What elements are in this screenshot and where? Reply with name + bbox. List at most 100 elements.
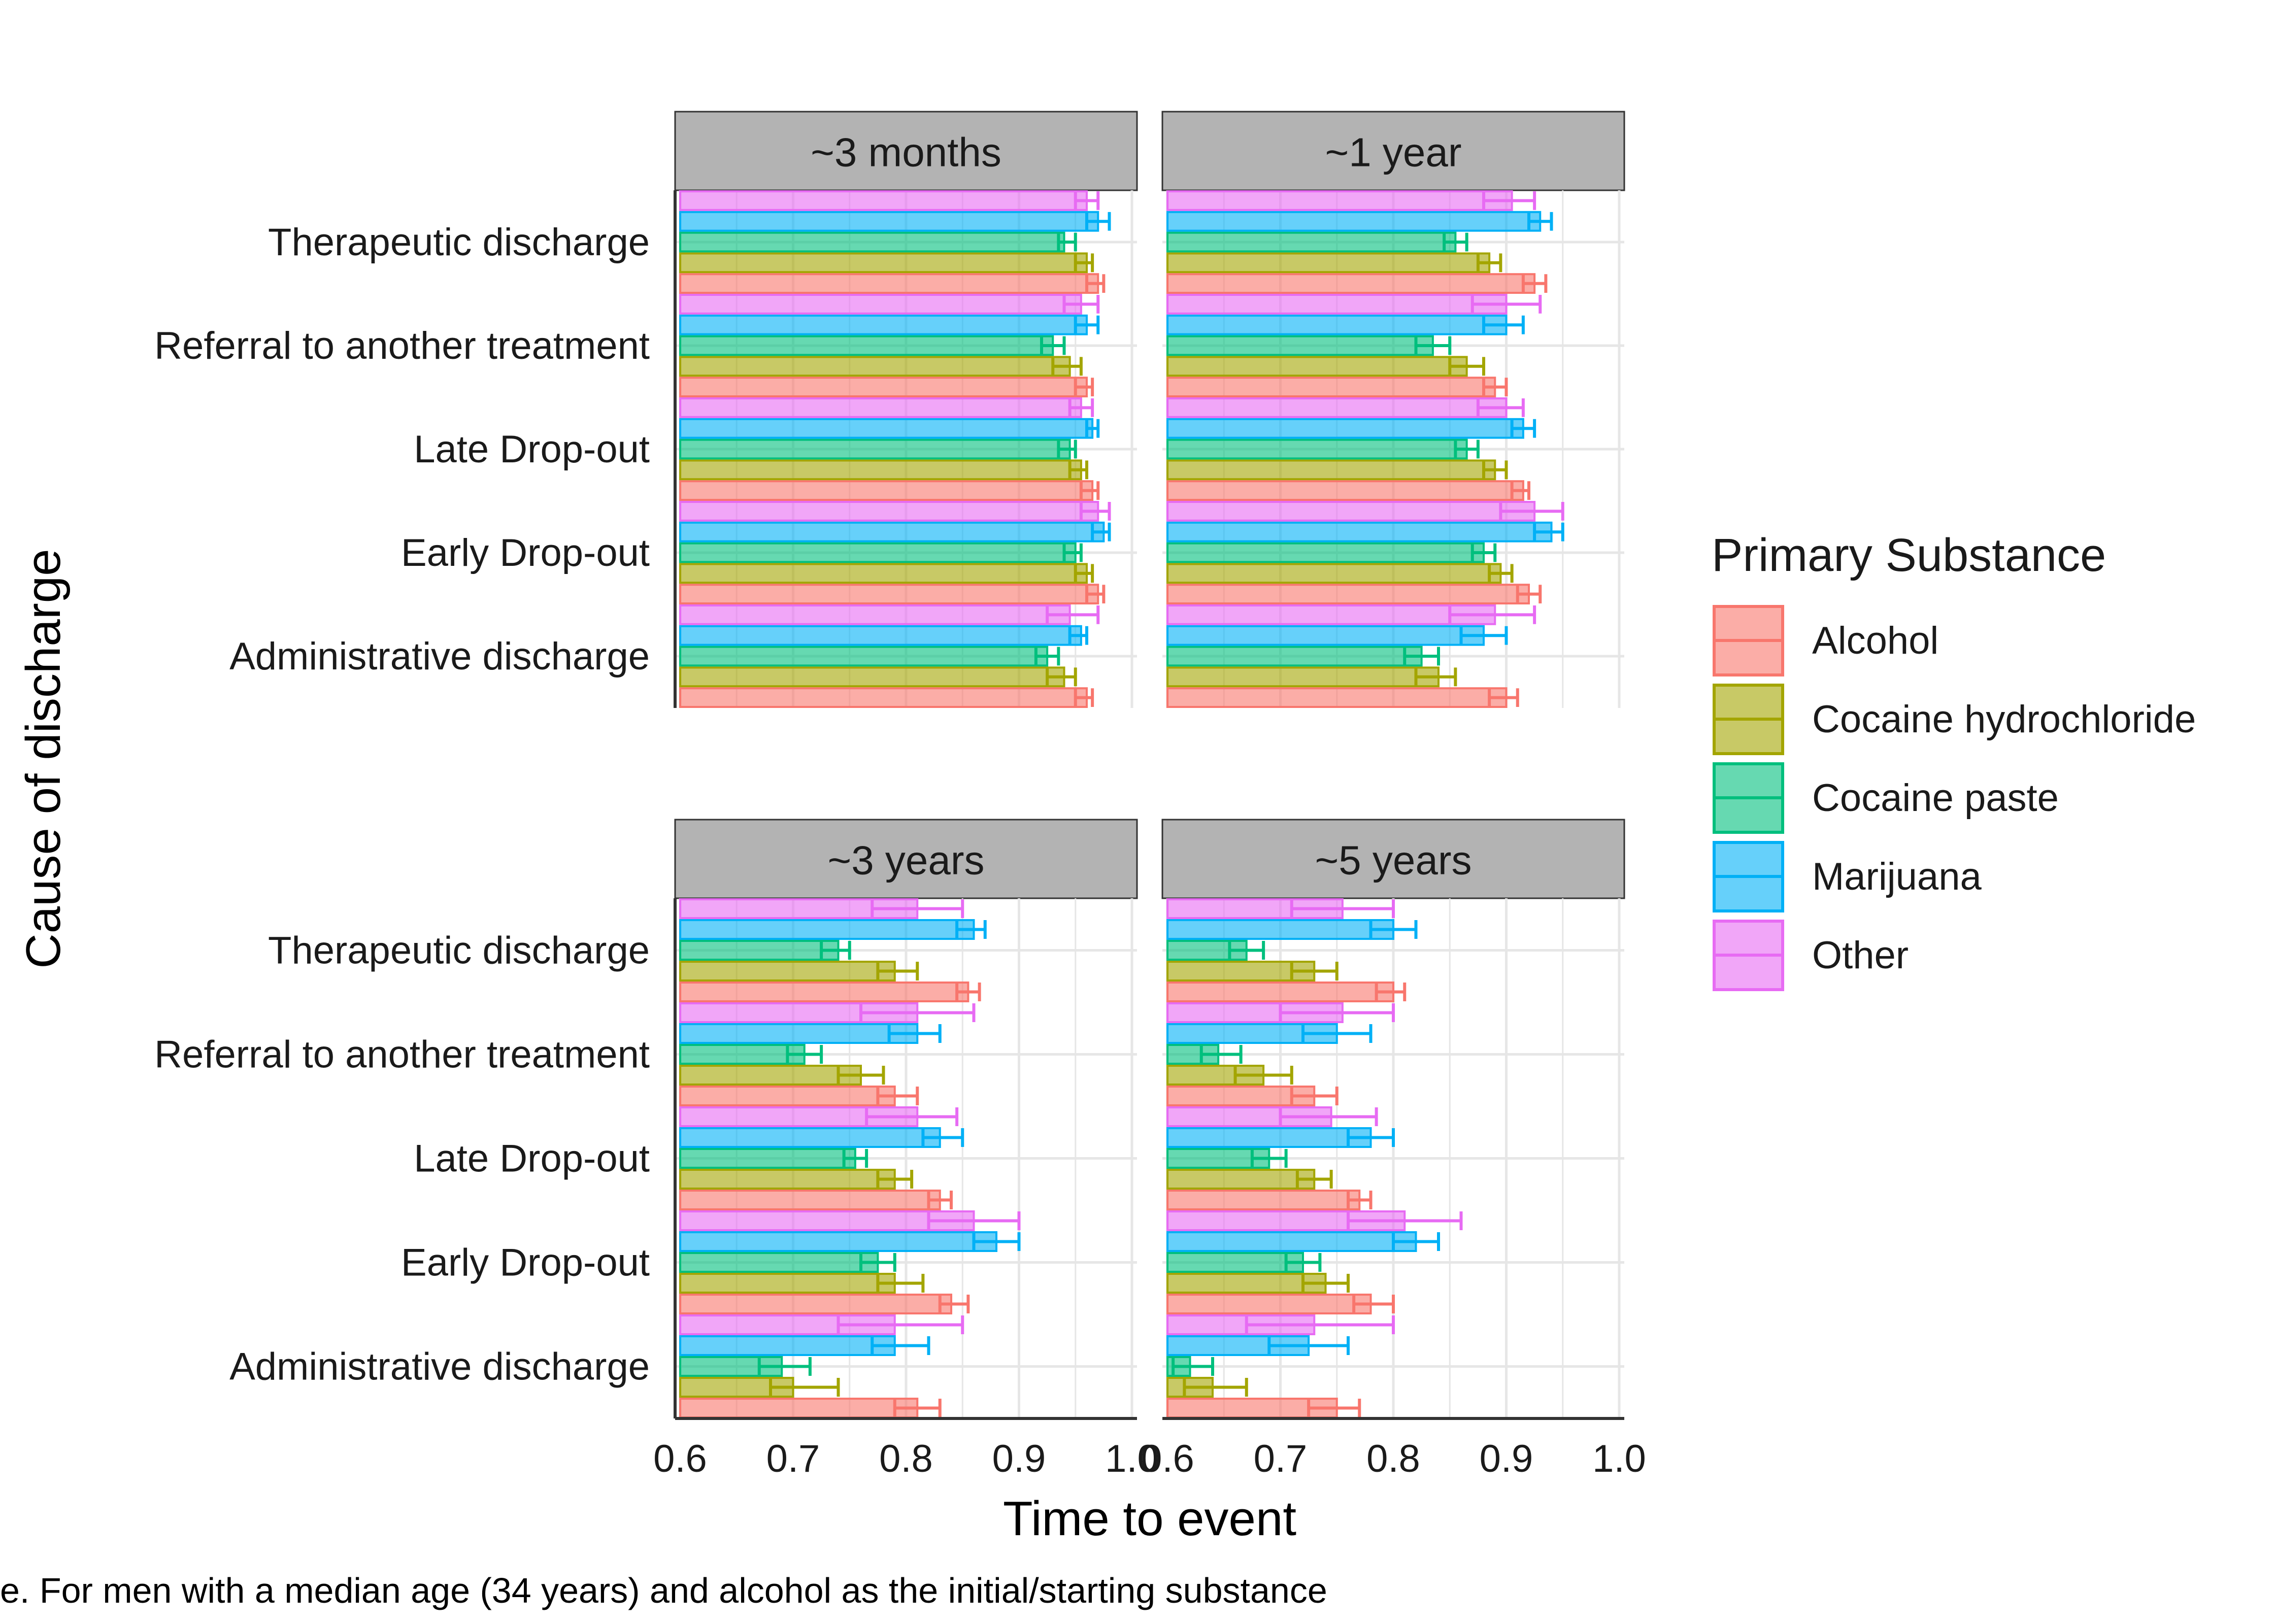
bar xyxy=(679,687,1088,708)
bar xyxy=(1166,666,1440,688)
bar xyxy=(679,666,1065,688)
bar xyxy=(1166,335,1434,356)
bar xyxy=(1166,1231,1417,1252)
bar xyxy=(679,521,1105,543)
bar xyxy=(679,1086,896,1106)
facet-panel: ~1 year xyxy=(1161,111,1625,708)
bar xyxy=(1166,625,1485,646)
bar xyxy=(679,211,1099,232)
bar xyxy=(1166,1252,1304,1273)
bar xyxy=(1166,314,1508,335)
bar xyxy=(1166,919,1394,940)
bar xyxy=(1166,252,1491,274)
legend-label: Cocaine paste xyxy=(1812,776,2059,820)
bar xyxy=(679,356,1071,377)
bar xyxy=(679,459,1082,481)
bar xyxy=(679,335,1054,356)
bar xyxy=(1166,584,1530,604)
facet-strip xyxy=(674,111,1138,191)
x-tick-label: 0.8 xyxy=(1366,1437,1420,1480)
bar xyxy=(1166,480,1524,501)
bar xyxy=(679,1398,919,1418)
bar xyxy=(679,314,1088,335)
bar xyxy=(679,982,969,1002)
bar xyxy=(679,377,1088,398)
y-tick-label: Administrative discharge xyxy=(229,635,650,678)
legend: Primary Substance Alcohol Cocaine hydroch… xyxy=(1712,529,2196,991)
bar xyxy=(679,625,1082,646)
legend-item: Alcohol xyxy=(1713,605,1938,676)
bar xyxy=(1166,294,1508,315)
bar xyxy=(1166,190,1513,211)
bar xyxy=(679,1231,997,1252)
bar xyxy=(1166,1294,1372,1314)
x-tick-label: 0.7 xyxy=(766,1437,820,1480)
legend-label: Marijuana xyxy=(1812,855,1982,898)
x-tick-label: 0.6 xyxy=(1141,1437,1194,1480)
y-axis-title: Cause of discharge xyxy=(16,549,71,968)
facet-panel: ~5 years xyxy=(1161,819,1625,1420)
bar xyxy=(1166,982,1394,1002)
bar xyxy=(679,542,1077,563)
bar xyxy=(679,501,1099,522)
bar xyxy=(1166,1169,1316,1190)
y-tick-label: Therapeutic discharge xyxy=(268,929,650,972)
chart-caption: e. For men with a median age (34 years) … xyxy=(0,1571,1327,1610)
facet-strip-label: ~1 year xyxy=(1325,130,1461,175)
bar xyxy=(679,604,1071,625)
bar xyxy=(1166,273,1536,294)
y-tick-label: Late Drop-out xyxy=(414,1137,650,1180)
bar xyxy=(1166,1190,1361,1210)
facet-strip-label: ~3 months xyxy=(811,130,1001,175)
bar xyxy=(679,1377,794,1398)
legend-item: Marijuana xyxy=(1713,841,1982,912)
legend-label: Other xyxy=(1812,934,1909,977)
legend-item: Cocaine hydrochloride xyxy=(1713,684,2196,755)
bar xyxy=(679,231,1065,253)
bar xyxy=(1166,687,1508,708)
x-tick-label: 1.0 xyxy=(1105,1437,1159,1480)
y-tick-label: Late Drop-out xyxy=(414,428,650,471)
facet-strip xyxy=(674,819,1138,899)
bar xyxy=(679,190,1088,211)
bar xyxy=(679,397,1082,418)
x-axis-title: Time to event xyxy=(1003,1492,1296,1546)
bar xyxy=(1166,542,1485,563)
bar xyxy=(679,584,1099,604)
bar xyxy=(679,273,1099,294)
legend-title: Primary Substance xyxy=(1712,529,2106,581)
bar xyxy=(1166,563,1502,584)
x-tick-label: 0.8 xyxy=(879,1437,933,1480)
bar xyxy=(1166,397,1508,418)
bar xyxy=(1166,1273,1327,1294)
bar xyxy=(679,1065,862,1086)
bar xyxy=(1166,418,1524,439)
bar xyxy=(679,1294,952,1314)
bar xyxy=(1166,438,1468,460)
bar xyxy=(1166,459,1496,481)
bar xyxy=(1166,521,1553,543)
legend-item: Other xyxy=(1713,920,1909,991)
bar xyxy=(679,1252,879,1273)
x-axis: 0.6 0.7 0.8 0.9 1.00.6 0.7 0.8 0.9 1.0 xyxy=(653,1437,1646,1480)
bar xyxy=(679,480,1094,501)
y-axis: Therapeutic discharge Referral to another… xyxy=(154,221,650,1389)
facet-panels: ~3 months ~1 year ~3 years ~5 years xyxy=(674,111,1625,1420)
y-tick-label: Early Drop-out xyxy=(401,1241,650,1284)
bar xyxy=(679,919,975,940)
y-tick-label: Therapeutic discharge xyxy=(268,221,650,264)
bar xyxy=(679,1044,806,1065)
x-tick-label: 0.9 xyxy=(1480,1437,1533,1480)
bar xyxy=(679,1190,941,1210)
bar xyxy=(679,1169,896,1190)
x-tick-label: 0.7 xyxy=(1254,1437,1308,1480)
x-tick-label: 0.9 xyxy=(992,1437,1046,1480)
bar xyxy=(679,252,1088,274)
bar xyxy=(679,1335,896,1356)
x-tick-label: 1.0 xyxy=(1592,1437,1646,1480)
x-tick-label: 0.6 xyxy=(653,1437,707,1480)
bar xyxy=(1166,377,1496,398)
bar xyxy=(679,1127,941,1148)
